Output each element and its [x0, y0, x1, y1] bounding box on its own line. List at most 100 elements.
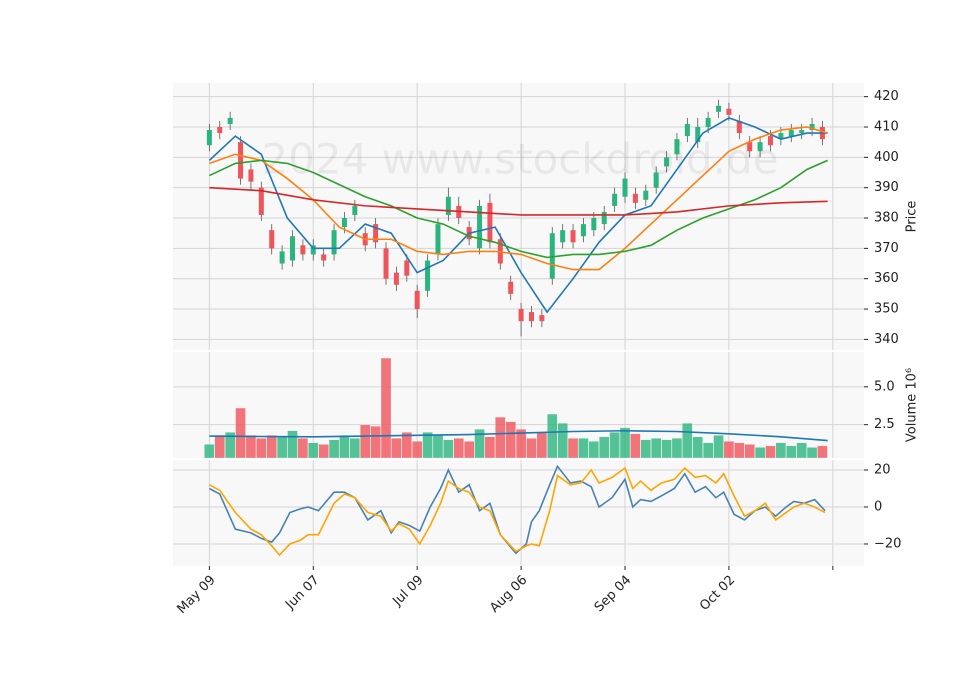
y-tick-label: 340 — [874, 332, 899, 347]
candle-body — [788, 130, 794, 137]
volume-bar — [557, 423, 568, 459]
y-tick-label: 400 — [874, 150, 899, 165]
y-tick-label: 390 — [874, 180, 899, 195]
candle-body — [622, 178, 628, 197]
volume-bar — [786, 445, 797, 459]
volume-bar — [266, 435, 277, 459]
line — [209, 159, 828, 259]
candle-body — [248, 169, 254, 182]
volume-bar — [391, 438, 402, 459]
volume-bar — [775, 442, 787, 459]
volume-bar — [318, 444, 329, 459]
volume-bar — [806, 447, 818, 459]
volume-bar — [245, 435, 257, 459]
volume-bar — [723, 441, 735, 459]
volume-bar — [474, 429, 485, 459]
volume-bar — [297, 438, 309, 459]
volume-bar — [422, 432, 433, 459]
volume-bar — [526, 438, 537, 459]
x-tick-label: Sep 04 — [592, 573, 635, 616]
candle-body — [591, 218, 597, 231]
candle-body — [799, 130, 805, 134]
x-tick-label: Jun 07 — [282, 573, 322, 613]
candle-body — [767, 136, 773, 146]
y-tick-label: 20 — [874, 462, 891, 477]
volume-bar — [463, 441, 475, 459]
volume-bar — [713, 435, 724, 459]
volume-bar — [443, 439, 454, 459]
candle-body — [383, 248, 389, 279]
candle-body — [612, 193, 618, 206]
candle-body — [539, 315, 545, 322]
candle-body — [757, 142, 763, 152]
candle-body — [321, 254, 327, 261]
volume-bar — [702, 442, 714, 459]
volume-bar — [432, 435, 444, 459]
candle-body — [726, 108, 732, 115]
y-tick-label: 5.0 — [874, 379, 895, 394]
candle-body — [341, 218, 347, 228]
volume-bar — [599, 436, 610, 459]
volume-bar — [817, 445, 828, 459]
candle-body — [778, 133, 784, 140]
candle-body — [508, 281, 514, 294]
volume-bar — [401, 432, 412, 459]
candle-body — [560, 230, 566, 243]
volume-bar — [360, 424, 371, 459]
y-tick-label: 0 — [874, 499, 882, 514]
volume-bar — [495, 416, 506, 459]
volume-bar — [276, 436, 288, 459]
candle-body — [435, 224, 441, 255]
y-tick-label: 420 — [874, 89, 899, 104]
volume-bar — [547, 413, 558, 459]
volume-bar — [744, 444, 755, 459]
watermark: 2024 www.stockdroid.de — [261, 135, 778, 184]
volume-bar — [651, 438, 662, 459]
volume-bar — [515, 429, 527, 459]
candle-body — [279, 251, 285, 264]
candle-body — [289, 236, 295, 261]
x-tick-label: May 09 — [174, 573, 218, 617]
candle-body — [331, 230, 337, 255]
candle-body — [736, 120, 742, 134]
y-tick-label: 410 — [874, 119, 899, 134]
candle-body — [695, 126, 701, 143]
candle-body — [653, 172, 659, 188]
candle-body — [601, 211, 607, 225]
candle-body — [632, 193, 638, 203]
panel-background — [173, 460, 864, 566]
volume-bar — [370, 426, 381, 459]
y-axis-label: Volume 10⁶ — [905, 368, 920, 442]
volume-bar — [328, 439, 340, 459]
candle-body — [269, 230, 275, 249]
line — [209, 186, 828, 216]
line — [208, 466, 826, 557]
volume-bar — [287, 430, 298, 459]
volume-bar — [671, 438, 683, 459]
volume-bar — [765, 445, 776, 459]
y-tick-label: −20 — [874, 536, 901, 551]
volume-bar — [339, 435, 350, 459]
candle-body — [716, 105, 722, 112]
volume-bar — [349, 438, 360, 459]
candle-body — [643, 190, 649, 200]
y-tick-label: 360 — [874, 271, 899, 286]
candle-body — [206, 130, 212, 146]
volume-bar — [609, 432, 620, 459]
candle-body — [684, 123, 690, 137]
candle-body — [487, 202, 493, 243]
candle-body — [300, 245, 306, 255]
volume-bar — [453, 438, 464, 459]
y-axis-label: Price — [905, 201, 920, 233]
volume-bar — [225, 432, 236, 459]
candle-body — [238, 142, 244, 179]
volume-bar — [578, 438, 589, 459]
candle-body — [528, 312, 534, 322]
volume-bar — [536, 432, 548, 459]
volume-bar — [619, 427, 631, 459]
candle-body — [404, 260, 410, 276]
candle-body — [809, 123, 815, 131]
line — [209, 429, 828, 442]
volume-bar — [204, 444, 215, 459]
